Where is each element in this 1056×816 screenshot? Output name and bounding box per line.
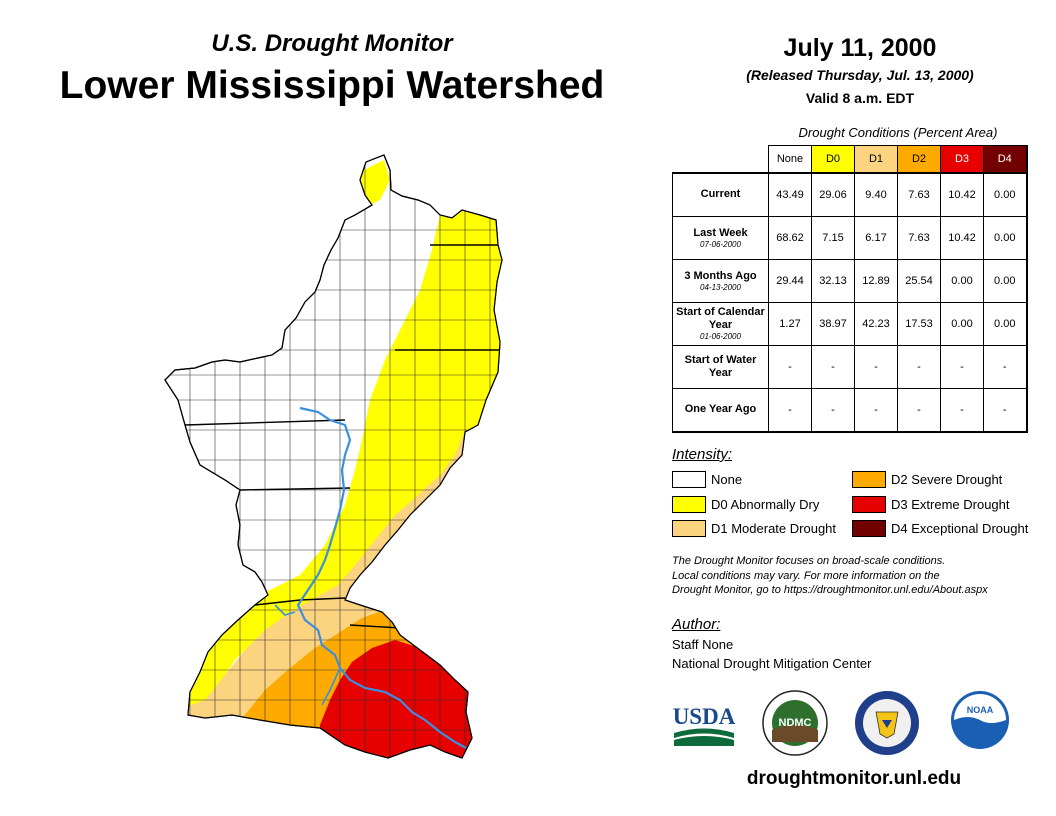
legend-swatch xyxy=(672,495,706,513)
legend-d4: D4 Exceptional Drought xyxy=(852,519,1028,537)
table-cell: 7.63 xyxy=(897,216,941,260)
table-cell: 29.06 xyxy=(811,171,855,217)
watershed-border xyxy=(164,154,503,759)
row-label: Last Week 07-06-2000 xyxy=(672,216,769,260)
col-d1: D1 xyxy=(854,145,898,173)
legend-label: D2 Severe Drought xyxy=(891,471,1003,487)
row-label: One Year Ago xyxy=(672,388,769,432)
legend-d0: D0 Abnormally Dry xyxy=(672,495,819,513)
table-cell: 32.13 xyxy=(811,259,855,303)
table-cell: - xyxy=(811,388,855,432)
legend-swatch xyxy=(672,470,706,488)
table-cell: - xyxy=(854,388,898,432)
map-subtitle: U.S. Drought Monitor xyxy=(211,30,453,57)
legend-swatch xyxy=(852,495,886,513)
legend-d2: D2 Severe Drought xyxy=(852,470,1002,488)
legend-swatch xyxy=(852,470,886,488)
col-d2: D2 xyxy=(897,145,941,173)
table-cell: - xyxy=(940,345,984,389)
table-cell: 42.23 xyxy=(854,302,898,346)
table-cell: - xyxy=(983,345,1027,389)
map-title: Lower Mississippi Watershed xyxy=(59,64,605,107)
table-cell: 7.63 xyxy=(897,171,941,217)
legend-label: D3 Extreme Drought xyxy=(891,496,1010,512)
release-date: (Released Thursday, Jul. 13, 2000) xyxy=(746,67,974,83)
table-row: 3 Months Ago 04-13-2000 29.44 32.13 12.89… xyxy=(672,259,1027,303)
drought-monitor-note: The Drought Monitor focuses on broad-sca… xyxy=(672,555,988,596)
table-cell: - xyxy=(768,388,812,432)
row-label: Start of Calendar Year 01-06-2000 xyxy=(672,302,769,346)
col-none: None xyxy=(768,145,812,173)
table-cell: 0.00 xyxy=(983,171,1027,217)
table-cell: - xyxy=(897,345,941,389)
valid-time: Valid 8 a.m. EDT xyxy=(805,90,915,106)
intensity-label: Intensity: xyxy=(672,446,733,463)
author-name: Staff None xyxy=(672,637,734,652)
legend-d1: D1 Moderate Drought xyxy=(672,519,836,537)
col-d3: D3 xyxy=(940,145,984,173)
table-row: Start of Water Year - - - - - - xyxy=(672,345,1027,389)
table-cell: 0.00 xyxy=(940,302,984,346)
table-row: One Year Ago - - - - - - xyxy=(672,388,1027,432)
table-cell: - xyxy=(854,345,898,389)
author-org: National Drought Mitigation Center xyxy=(672,656,872,671)
author-label: Author: xyxy=(672,616,721,633)
table-cell: 12.89 xyxy=(854,259,898,303)
table-cell: 1.27 xyxy=(768,302,812,346)
map-date: July 11, 2000 xyxy=(783,34,937,62)
table-cell: 7.15 xyxy=(811,216,855,260)
d0-region-north xyxy=(360,160,390,205)
table-cell: 0.00 xyxy=(940,259,984,303)
row-label: Start of Water Year xyxy=(672,345,769,389)
table-cell: 25.54 xyxy=(897,259,941,303)
legend-label: D0 Abnormally Dry xyxy=(711,496,820,512)
svg-text:NOAA: NOAA xyxy=(967,705,994,715)
table-row: Start of Calendar Year 01-06-2000 1.27 38… xyxy=(672,302,1027,346)
drought-map xyxy=(164,154,503,759)
conditions-caption: Drought Conditions (Percent Area) xyxy=(798,125,998,140)
table-cell: 68.62 xyxy=(768,216,812,260)
table-cell: 10.42 xyxy=(940,216,984,260)
table-cell: 29.44 xyxy=(768,259,812,303)
legend-label: D1 Moderate Drought xyxy=(711,520,837,536)
row-label: 3 Months Ago 04-13-2000 xyxy=(672,259,769,303)
table-cell: 6.17 xyxy=(854,216,898,260)
table-cell: 17.53 xyxy=(897,302,941,346)
col-d0: D0 xyxy=(811,145,855,173)
legend-label: None xyxy=(711,471,743,487)
table-cell: 43.49 xyxy=(768,171,812,217)
table-cell: 0.00 xyxy=(983,302,1027,346)
footer-url[interactable]: droughtmonitor.unl.edu xyxy=(746,768,962,789)
state-boundaries xyxy=(184,244,500,629)
table-cell: - xyxy=(768,345,812,389)
legend-d3: D3 Extreme Drought xyxy=(852,495,1010,513)
noaa-logo: NOAA xyxy=(951,691,1009,749)
table-cell: - xyxy=(897,388,941,432)
legend-swatch xyxy=(672,519,706,537)
svg-text:NDMC: NDMC xyxy=(779,717,812,729)
doc-seal-logo xyxy=(855,691,919,755)
ndmc-logo: NDMC xyxy=(762,690,828,756)
table-row: Last Week 07-06-2000 68.62 7.15 6.17 7.63… xyxy=(672,216,1027,260)
table-row: Current 43.49 29.06 9.40 7.63 10.42 0.00 xyxy=(672,171,1027,217)
table-cell: 0.00 xyxy=(983,216,1027,260)
table-cell: 10.42 xyxy=(940,171,984,217)
legend-swatch xyxy=(852,519,886,537)
usda-logo: USDA xyxy=(673,704,736,746)
col-d4: D4 xyxy=(983,145,1027,173)
row-label: Current xyxy=(672,171,769,217)
svg-text:USDA: USDA xyxy=(673,704,736,729)
table-cell: 38.97 xyxy=(811,302,855,346)
table-cell: - xyxy=(940,388,984,432)
table-cell: 0.00 xyxy=(983,259,1027,303)
conditions-table: None D0 D1 D2 D3 D4 Current 43.49 29.06 … xyxy=(672,145,1028,433)
mississippi-river xyxy=(296,406,467,749)
atchafalaya-river xyxy=(274,604,341,706)
table-cell: 9.40 xyxy=(854,171,898,217)
table-cell: - xyxy=(983,388,1027,432)
legend-none: None xyxy=(672,470,742,488)
table-cell: - xyxy=(811,345,855,389)
legend-label: D4 Exceptional Drought xyxy=(891,520,1029,536)
d0-region xyxy=(165,210,502,720)
